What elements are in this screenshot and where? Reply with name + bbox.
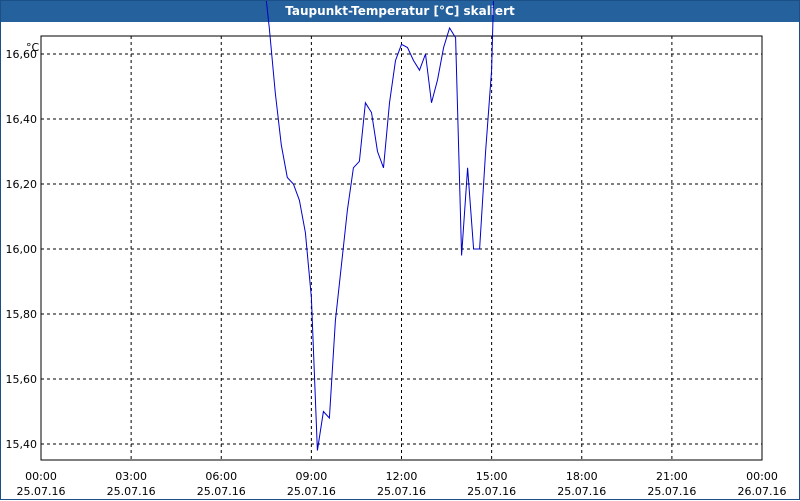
y-tick-label: 16,60 [6, 48, 38, 61]
x-tick-time: 18:00 [566, 470, 598, 483]
y-tick-label: 15,40 [6, 438, 38, 451]
y-tick-label: 16,40 [6, 113, 38, 126]
x-tick-time: 03:00 [115, 470, 147, 483]
y-axis-label: °C [26, 41, 40, 54]
x-tick-time: 00:00 [746, 470, 778, 483]
x-tick-date: 25.07.16 [107, 485, 156, 498]
x-tick-time: 09:00 [296, 470, 328, 483]
x-tick-date: 25.07.16 [467, 485, 516, 498]
x-tick-date: 25.07.16 [557, 485, 606, 498]
y-tick-label: 16,20 [6, 178, 38, 191]
window-title: Taupunkt-Temperatur [°C] skaliert [1, 1, 799, 22]
y-tick-label: 15,80 [6, 308, 38, 321]
x-tick-time: 12:00 [386, 470, 418, 483]
y-tick-label: 15,60 [6, 373, 38, 386]
x-tick-date: 25.07.16 [377, 485, 426, 498]
x-ticks: 00:00 25.07.16 03:00 25.07.16 06:00 25.07.16 0… [17, 470, 787, 498]
grid-lines [41, 36, 762, 460]
x-tick-time: 21:00 [656, 470, 688, 483]
x-tick-date: 26.07.16 [738, 485, 787, 498]
y-tick-label: 16,00 [6, 243, 38, 256]
x-tick-date: 25.07.16 [17, 485, 66, 498]
x-tick-date: 25.07.16 [647, 485, 696, 498]
x-tick-time: 15:00 [476, 470, 508, 483]
x-tick-time: 06:00 [205, 470, 237, 483]
series-line [265, 1, 494, 451]
plot-area [40, 35, 763, 461]
x-tick-date: 25.07.16 [287, 485, 336, 498]
x-tick-time: 00:00 [25, 470, 57, 483]
y-ticks: 15,4015,6015,8016,0016,2016,4016,6016,80… [6, 48, 38, 451]
x-tick-date: 25.07.16 [197, 485, 246, 498]
